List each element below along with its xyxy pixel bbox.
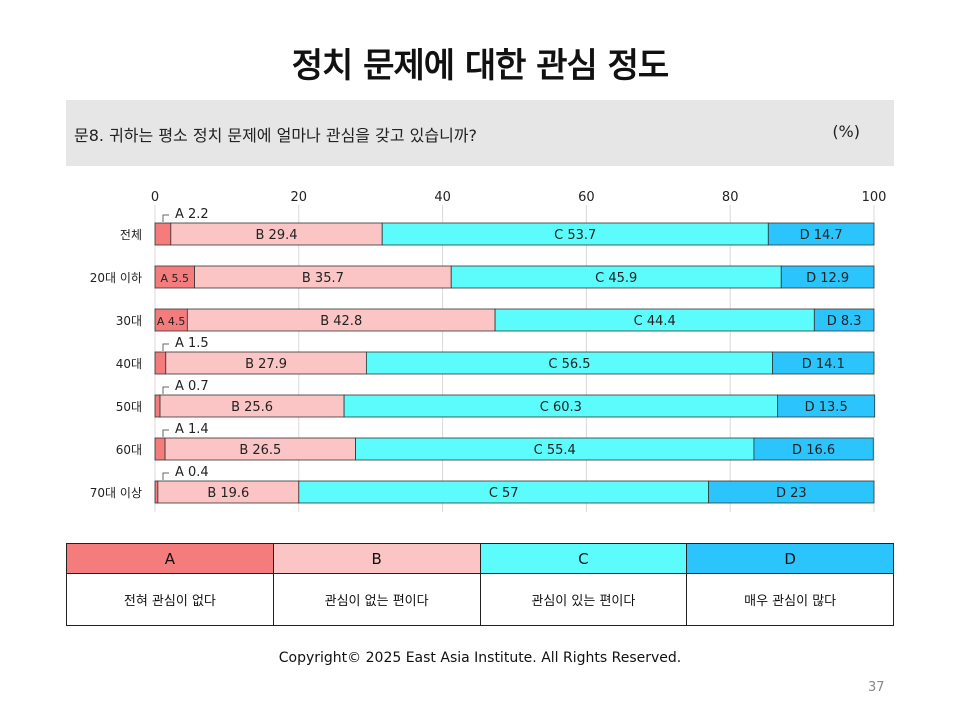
x-tick-label: 20: [291, 190, 308, 205]
data-label: A 1.4: [175, 422, 209, 437]
legend-desc-d: 매우 관심이 많다: [686, 573, 894, 626]
legend-header-d: D: [686, 543, 894, 574]
data-label: C 57: [489, 486, 519, 501]
bar-segment: [813, 308, 875, 332]
x-tick-label: 40: [434, 190, 451, 205]
data-label: A 4.5: [157, 315, 186, 328]
category-label: 30대: [116, 314, 142, 328]
legend-header-a: A: [66, 543, 274, 574]
page-title: 정치 문제에 대한 관심 정도: [291, 46, 669, 86]
legend-desc-c: 관심이 있는 편이다: [479, 573, 688, 626]
data-label: B 42.8: [320, 314, 362, 329]
legend-header-c: C: [479, 543, 688, 574]
bar-segment: [777, 394, 876, 418]
data-label: D 8.3: [827, 314, 862, 329]
data-label: B 27.9: [245, 357, 287, 372]
data-label: A 0.4: [175, 465, 209, 480]
data-label: A 0.7: [175, 379, 209, 394]
x-tick-label: 60: [578, 190, 595, 205]
data-label: A 1.5: [175, 336, 209, 351]
data-label: B 35.7: [302, 271, 344, 286]
data-label: B 29.4: [256, 228, 298, 243]
bar-segment: [767, 222, 875, 246]
legend-description-row: 전혀 관심이 없다 관심이 없는 편이다 관심이 있는 편이다 매우 관심이 많…: [66, 573, 894, 626]
copyright-text: Copyright© 2025 East Asia Institute. All…: [278, 650, 682, 666]
data-label: A 5.5: [161, 272, 190, 285]
bar-segment: [154, 222, 172, 246]
data-label: D 14.7: [800, 228, 843, 243]
legend-header-b: B: [272, 543, 481, 574]
category-label: 20대 이하: [90, 271, 142, 285]
data-label: C 55.4: [534, 443, 576, 458]
data-label: D 23: [776, 486, 807, 501]
data-label: A 2.2: [175, 207, 209, 222]
bar-segment: [154, 394, 161, 418]
data-label: B 19.6: [207, 486, 249, 501]
bar-segment: [780, 265, 875, 289]
category-label: 60대: [116, 443, 142, 457]
unit-label: (%): [832, 122, 860, 141]
label-leader: [162, 343, 169, 351]
data-label: D 12.9: [806, 271, 849, 286]
bar-segment: [154, 480, 159, 504]
label-leader: [162, 472, 169, 480]
category-label: 40대: [116, 357, 142, 371]
x-tick-label: 100: [862, 190, 887, 205]
category-label: 전체: [120, 228, 142, 242]
category-label: 70대 이상: [90, 486, 142, 500]
data-label: C 45.9: [595, 271, 637, 286]
bar-segment: [154, 437, 166, 461]
data-label: C 44.4: [634, 314, 676, 329]
data-label: D 13.5: [805, 400, 848, 415]
bar-segment: [753, 437, 874, 461]
label-leader: [162, 429, 169, 437]
data-label: D 16.6: [792, 443, 835, 458]
question-box: 문8. 귀하는 평소 정치 문제에 얼마나 관심을 갖고 있습니까? (%): [66, 100, 894, 166]
legend-desc-b: 관심이 없는 편이다: [272, 573, 481, 626]
data-label: C 60.3: [540, 400, 582, 415]
label-leader: [162, 386, 169, 394]
legend-table: A B C D 전혀 관심이 없다 관심이 없는 편이다 관심이 있는 편이다 …: [66, 543, 894, 626]
legend-header-row: A B C D: [66, 543, 894, 574]
page-number: 37: [868, 680, 885, 695]
data-label: B 26.5: [239, 443, 281, 458]
stacked-bar-chart: 0 20 40 60 80 100 전체 A 2.2 B 29.4 C 53.7 D 14.7 20대…: [90, 190, 887, 512]
bar-segment: [708, 480, 875, 504]
bar-segment: [154, 351, 167, 375]
label-leader: [162, 214, 169, 222]
bar-segment: [772, 351, 875, 375]
question-text: 문8. 귀하는 평소 정치 문제에 얼마나 관심을 갖고 있습니까?: [74, 126, 478, 145]
x-tick-label: 80: [722, 190, 739, 205]
data-label: D 14.1: [802, 357, 845, 372]
data-label: C 56.5: [548, 357, 590, 372]
category-label: 50대: [116, 400, 142, 414]
x-tick-label: 0: [151, 190, 159, 205]
data-label: B 25.6: [231, 400, 273, 415]
legend-desc-a: 전혀 관심이 없다: [66, 573, 274, 626]
data-label: C 53.7: [554, 228, 596, 243]
